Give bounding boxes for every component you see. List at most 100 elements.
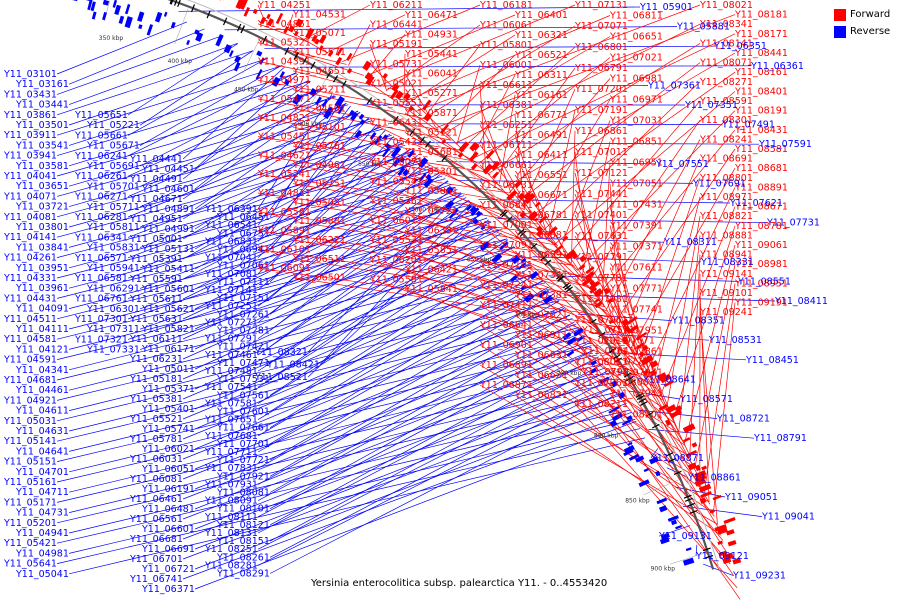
reverse-gene (566, 336, 577, 346)
forward-gene (571, 252, 579, 260)
forward-gene (718, 550, 728, 557)
reverse-gene (413, 178, 418, 183)
forward-callout-line (514, 214, 621, 331)
reverse-callout-line (257, 286, 549, 453)
forward-gene (252, 8, 258, 15)
reverse-gene-label: Y11_09131 (658, 531, 712, 542)
forward-callout-line (694, 264, 736, 468)
reverse-gene-label: Y11_04681 (3, 375, 57, 386)
forward-gene-label: Y11_06671 (514, 190, 568, 201)
forward-gene (682, 423, 696, 434)
forward-callout-line (369, 220, 601, 301)
reverse-gene-label: Y11_05811 (86, 222, 140, 233)
forward-gene-label: Y11_06431 (369, 118, 423, 129)
reverse-gene-label: Y11_06761 (74, 294, 128, 305)
forward-gene-label: Y11_06971 (609, 95, 663, 106)
forward-gene-label: Y11_06611 (479, 80, 533, 91)
forward-gene-label: Y11_08981 (734, 259, 788, 270)
forward-gene-label: Y11_06791 (574, 63, 628, 74)
reverse-gene (369, 131, 377, 140)
reverse-gene (491, 253, 503, 264)
forward-gene-label: Y11_06871 (479, 380, 533, 391)
reverse-gene-label: Y11_07561 (216, 390, 270, 401)
reverse-gene (90, 1, 96, 12)
forward-callout-line (704, 283, 736, 491)
reverse-gene-label: Y11_05221 (86, 120, 140, 131)
forward-gene-label: Y11_05471 (257, 94, 311, 105)
reverse-callout-line (257, 246, 515, 404)
reverse-gene-label: Y11_07621 (729, 198, 783, 209)
reverse-gene-label: Y11_05831 (86, 243, 140, 254)
reverse-callout-line (57, 178, 446, 279)
forward-callout-line (341, 4, 481, 62)
forward-callout-line (257, 267, 612, 318)
reverse-gene-label: Y11_07481 (204, 366, 258, 377)
kbp-tick (174, 8, 189, 45)
feature-mark (665, 452, 674, 457)
forward-gene (440, 123, 450, 134)
forward-gene-label: Y11_08001 (601, 378, 655, 389)
forward-gene-label: Y11_07611 (609, 263, 663, 274)
forward-gene (266, 18, 274, 27)
reverse-gene-label: Y11_03101 (3, 69, 57, 80)
reverse-gene (234, 55, 241, 63)
forward-gene (469, 151, 479, 162)
reverse-gene-label: Y11_04611 (15, 406, 69, 417)
reverse-gene-label: Y11_06371 (141, 584, 195, 595)
reverse-callout-line (269, 123, 378, 250)
forward-gene (579, 255, 587, 263)
reverse-callout-line (182, 376, 612, 540)
feature-mark (294, 52, 299, 60)
reverse-gene-label: Y11_07291 (204, 334, 258, 345)
forward-callout-line (623, 158, 701, 335)
genome-backbone (167, 0, 720, 570)
feature-mark (501, 211, 508, 218)
reverse-gene-label: Y11_07581 (204, 398, 258, 409)
forward-callout-line (574, 151, 593, 290)
reverse-gene-label: Y11_06191 (141, 484, 195, 495)
reverse-gene-label: Y11_08721 (716, 414, 770, 425)
forward-callout-line (666, 216, 701, 409)
forward-callout-line (456, 64, 481, 145)
forward-gene (658, 403, 669, 411)
reverse-callout-line (224, 26, 678, 31)
forward-callout-line (514, 394, 722, 536)
forward-gene (589, 280, 601, 291)
kbp-tick-label: 650 kbp (467, 257, 492, 264)
reverse-callout-line (69, 221, 491, 330)
forward-gene (523, 191, 532, 200)
reverse-callout-line (194, 280, 544, 430)
kbp-tick-label: 350 kbp (99, 35, 124, 42)
forward-gene-label: Y11_08431 (734, 125, 788, 136)
reverse-callout-line (139, 64, 282, 146)
forward-gene-label: Y11_05241 (257, 169, 311, 180)
reverse-gene-label: Y11_08311 (663, 237, 717, 248)
reverse-callout-line (257, 356, 599, 534)
forward-gene-label: Y11_07771 (609, 284, 663, 295)
forward-callout-line (530, 71, 736, 217)
reverse-callout-line (139, 226, 496, 350)
forward-gene (650, 369, 657, 377)
forward-gene (534, 201, 541, 208)
reverse-callout-line (68, 73, 297, 146)
forward-gene-label: Y11_07641 (581, 346, 635, 357)
forward-gene-label: Y11_06201 (369, 255, 423, 266)
reverse-callout-line (68, 28, 205, 85)
forward-callout-line (443, 36, 611, 135)
forward-gene-label: Y11_06621 (514, 370, 568, 381)
feature-mark (222, 17, 228, 26)
reverse-gene-label: Y11_05701 (86, 181, 140, 192)
reverse-gene (163, 11, 168, 17)
forward-callout-line (514, 374, 714, 514)
forward-gene-label: Y11_06331 (404, 225, 458, 236)
forward-gene (709, 509, 715, 514)
reverse-callout-line (269, 335, 585, 510)
reverse-gene (279, 71, 285, 79)
reverse-callout-line (69, 345, 592, 473)
reverse-gene-label: Y11_03161 (15, 79, 69, 90)
forward-gene (266, 13, 271, 20)
forward-callout-line (574, 298, 696, 469)
reverse-gene (643, 468, 649, 473)
